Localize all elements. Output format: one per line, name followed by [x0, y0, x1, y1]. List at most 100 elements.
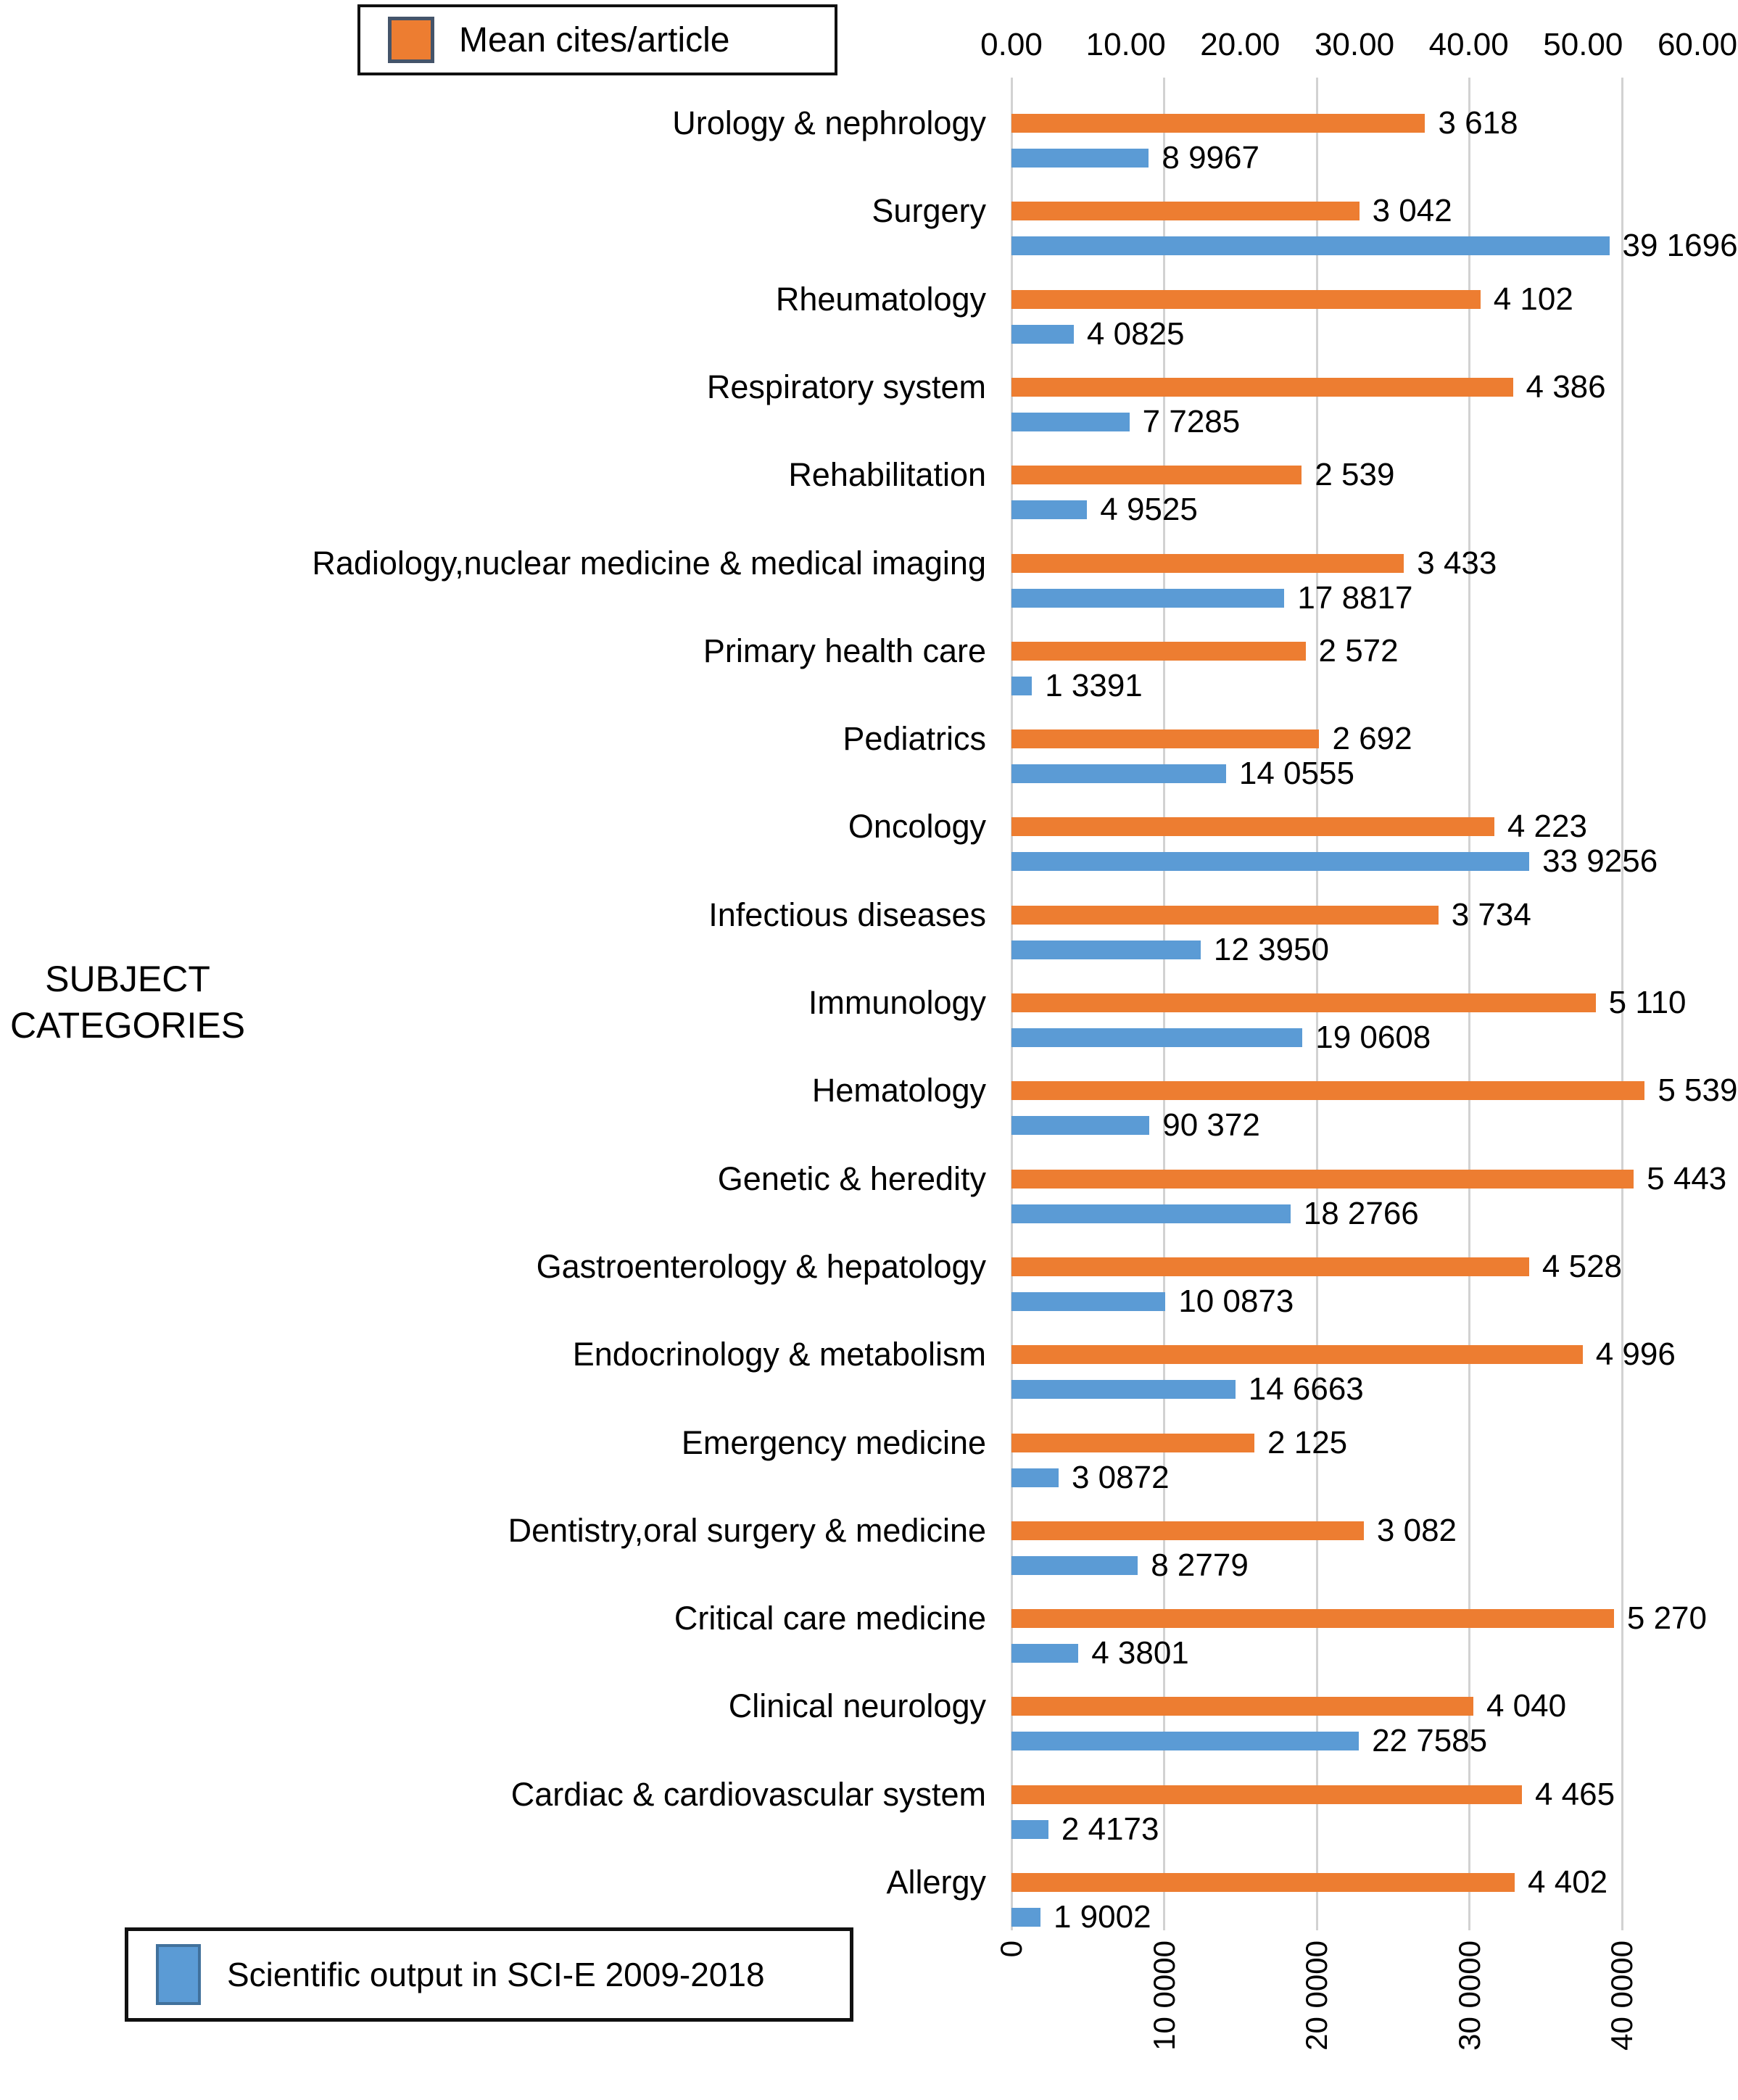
category-label: Oncology: [848, 808, 986, 846]
sci-output-value: 3 0872: [1071, 1459, 1170, 1495]
sci-output-bar: [1011, 588, 1285, 608]
sci-output-value: 1 3391: [1045, 667, 1143, 703]
category-label: Pediatrics: [843, 720, 986, 758]
category-label: Cardiac & cardiovascular system: [510, 1775, 986, 1813]
sci-output-bar: [1011, 1908, 1040, 1927]
top-axis-tick: 60.00: [1657, 27, 1738, 62]
mean-cites-value: 4 996: [1595, 1336, 1676, 1373]
legend-mean-cites-label: Mean cites/article: [459, 20, 730, 59]
category-label: Critical care medicine: [674, 1600, 986, 1637]
bottom-axis-tick: 0: [994, 1940, 1028, 1958]
mean-cites-value: 3 734: [1451, 896, 1531, 933]
legend-sci-output-label: Scientific output in SCI-E 2009-2018: [227, 1956, 765, 1993]
category-label: Primary health care: [703, 632, 986, 669]
sci-output-bar: [1011, 149, 1149, 168]
mean-cites-value: 5 443: [1647, 1160, 1727, 1196]
top-axis-tick: 50.00: [1543, 27, 1623, 62]
category-label: Gastroenterology & hepatology: [536, 1247, 986, 1285]
top-axis-tick: 10.00: [1085, 27, 1166, 62]
sci-output-value: 14 6663: [1248, 1371, 1364, 1407]
mean-cites-bar: [1011, 1785, 1522, 1804]
top-axis-tick: 40.00: [1428, 27, 1509, 62]
sci-output-value: 4 0825: [1086, 315, 1185, 352]
sci-output-bar: [1011, 412, 1130, 431]
mean-cites-value: 4 223: [1507, 809, 1587, 845]
mean-cites-bar: [1011, 1521, 1364, 1540]
sci-output-bar: [1011, 1380, 1236, 1400]
sci-output-bar: [1011, 1468, 1059, 1487]
legend-mean-cites: Mean cites/article: [357, 4, 837, 75]
sci-output-bar: [1011, 1028, 1303, 1047]
mean-cites-value: 5 539: [1658, 1072, 1738, 1109]
category-label: Infectious diseases: [708, 896, 986, 933]
sci-output-value: 19 0608: [1315, 1020, 1431, 1055]
category-label: Rheumatology: [775, 280, 986, 318]
mean-cites-value: 4 386: [1526, 368, 1606, 405]
bar-chart: 0.00 10.00 20.00 30.00 40.00 50.00 60.00 0 10 00…: [312, 27, 1738, 2051]
category-label: Immunology: [808, 984, 986, 1021]
category-label: Clinical neurology: [728, 1687, 986, 1725]
mean-cites-bar: [1011, 1609, 1614, 1629]
sci-output-bar: [1011, 764, 1226, 784]
mean-cites-bar: [1011, 553, 1404, 573]
category-label: Endocrinology & metabolism: [572, 1336, 986, 1373]
mean-cites-bar: [1011, 466, 1302, 485]
mean-cites-bar: [1011, 202, 1360, 221]
sci-output-bar: [1011, 324, 1074, 344]
mean-cites-value: 3 618: [1438, 105, 1518, 141]
sci-output-bar: [1011, 852, 1530, 872]
top-axis-tick: 0.00: [980, 27, 1043, 62]
mean-cites-bar: [1011, 817, 1494, 837]
mean-cites-value: 2 572: [1318, 632, 1399, 669]
mean-cites-bar: [1011, 729, 1320, 749]
sci-output-bar: [1011, 1204, 1291, 1223]
sci-output-value: 39 1696: [1622, 228, 1738, 264]
category-label: Genetic & heredity: [717, 1159, 986, 1197]
sci-output-bar: [1011, 676, 1033, 695]
sci-output-value: 22 7585: [1372, 1723, 1488, 1759]
mean-cites-bar: [1011, 114, 1425, 133]
mean-cites-value: 3 433: [1417, 545, 1497, 581]
mean-cites-bar: [1011, 1697, 1473, 1716]
mean-cites-bar: [1011, 1257, 1529, 1276]
sci-output-value: 12 3950: [1213, 931, 1329, 967]
mean-cites-value: 5 270: [1626, 1600, 1707, 1637]
sci-output-value: 10 0873: [1178, 1283, 1294, 1319]
mean-cites-bar: [1011, 1873, 1515, 1892]
category-label: Respiratory system: [706, 368, 986, 405]
category-label: Allergy: [886, 1864, 986, 1901]
sci-output-bar: [1011, 1291, 1166, 1311]
bottom-axis-tick: 20 0000: [1299, 1940, 1333, 2051]
mean-cites-bar: [1011, 993, 1596, 1012]
bottom-axis-tick: 40 0000: [1605, 1940, 1639, 2051]
mean-cites-value: 3 082: [1376, 1512, 1457, 1548]
top-axis-tick: 20.00: [1200, 27, 1280, 62]
category-label: Emergency medicine: [681, 1423, 986, 1461]
mean-cites-value: 2 692: [1332, 721, 1412, 757]
category-label: Rehabilitation: [788, 456, 986, 494]
sci-output-bar: [1011, 1819, 1048, 1839]
sci-output-bar: [1011, 236, 1610, 256]
bottom-axis-tick: 10 0000: [1146, 1940, 1181, 2051]
mean-cites-value: 4 528: [1542, 1248, 1623, 1284]
sci-output-bar: [1011, 500, 1088, 520]
category-label: Dentistry,oral surgery & medicine: [508, 1511, 986, 1549]
top-axis-tick: 30.00: [1314, 27, 1395, 62]
sci-output-bar: [1011, 1644, 1079, 1663]
sci-output-value: 14 0555: [1238, 756, 1354, 792]
sci-output-value: 8 2779: [1151, 1547, 1249, 1583]
sci-output-value: 17 8817: [1297, 579, 1413, 616]
mean-cites-value: 4 465: [1534, 1776, 1615, 1812]
mean-cites-value: 4 102: [1493, 281, 1573, 317]
mean-cites-bar: [1011, 1433, 1255, 1452]
mean-cites-value: 5 110: [1608, 985, 1687, 1020]
category-label: Hematology: [811, 1072, 986, 1109]
sci-output-bar: [1011, 1732, 1360, 1751]
gridline: [1621, 78, 1623, 1930]
mean-cites-value: 4 402: [1528, 1864, 1608, 1900]
sci-output-value: 7 7285: [1142, 403, 1241, 439]
mean-cites-value: 3 042: [1372, 193, 1452, 229]
sci-output-bar: [1011, 1555, 1138, 1575]
legend-sci-output: Scientific output in SCI-E 2009-2018: [125, 1927, 853, 2022]
mean-cites-bar: [1011, 289, 1481, 309]
